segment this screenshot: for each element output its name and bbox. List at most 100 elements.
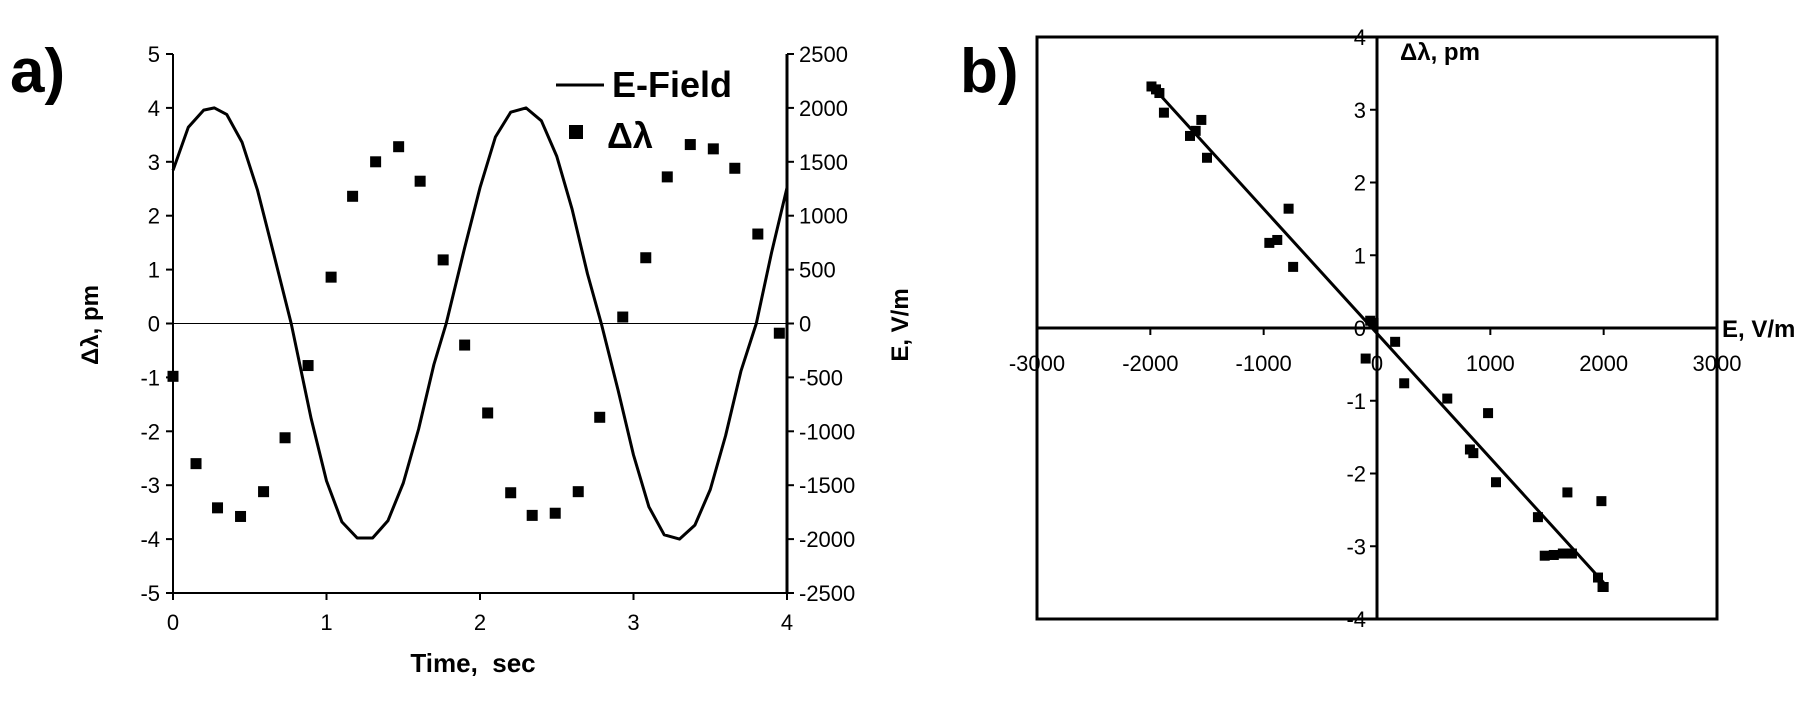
delta-lambda-point (258, 486, 270, 498)
y-axis-tick-label: 4 (1354, 25, 1366, 50)
delta-lambda-point (279, 432, 291, 444)
left-axis-tick-label: 5 (148, 42, 160, 67)
x-axis-tick-label: 0 (1371, 351, 1383, 376)
scatter-point (1264, 237, 1275, 248)
delta-lambda-point (482, 407, 494, 419)
left-axis-tick-label: -2 (140, 419, 160, 444)
plot-frame (1035, 35, 1719, 621)
delta-lambda-point (212, 502, 224, 514)
scatter-point (1539, 550, 1550, 561)
x-axis-tick-label: 2 (474, 610, 486, 635)
y-axis-tick-labels: -4 -3 -2 -1 0 1 2 3 4 (1346, 25, 1366, 632)
scatter-point (1390, 336, 1401, 347)
left-axis-tick-label: -3 (140, 473, 160, 498)
delta-lambda-point (549, 507, 561, 519)
right-axis-tick-label: -1000 (799, 419, 855, 444)
scatter-point (1532, 512, 1543, 523)
delta-lambda-point (347, 190, 359, 202)
delta-lambda-point (190, 458, 202, 470)
left-axis-tick-label: 2 (148, 204, 160, 229)
y-axis-tick-label: 2 (1354, 171, 1366, 196)
e-field-series-line (171, 106, 789, 541)
delta-lambda-point (729, 162, 741, 174)
left-axis-tick-label: -4 (140, 527, 160, 552)
x-axis-tick-label: 0 (167, 610, 179, 635)
delta-lambda-point (526, 509, 538, 521)
right-axis-tick-label: 0 (799, 312, 811, 337)
e-field-line (171, 106, 789, 541)
left-axis-tick-label: 4 (148, 96, 160, 121)
left-axis-tick-label: 3 (148, 150, 160, 175)
delta-lambda-point (325, 271, 337, 283)
right-axis-tick-label: 500 (799, 258, 836, 283)
x-axis-tick-label: -3000 (1009, 351, 1065, 376)
x-axis-tick-label: 3 (627, 610, 639, 635)
x-axis-tick-label: 1 (320, 610, 332, 635)
scatter-point (1185, 130, 1195, 141)
scatter-point (1154, 88, 1165, 99)
legend: E-Field Δλ (556, 64, 732, 156)
left-axis-tick-label: 1 (148, 258, 160, 283)
x-axis-tick-label: -2000 (1122, 351, 1178, 376)
delta-lambda-point (302, 360, 314, 372)
y-axis-tick-label: -4 (1346, 607, 1366, 632)
delta-lambda-point (773, 327, 785, 339)
delta-lambda-point (640, 252, 652, 264)
delta-lambda-point (437, 254, 449, 266)
y-axis-tick-label: 0 (1354, 316, 1366, 341)
right-axis-tick-label: 1000 (799, 204, 848, 229)
x-axis-tick-label: 3000 (1693, 351, 1742, 376)
delta-lambda-point (752, 228, 764, 240)
panel-a-chart: a) -5 -4 -3 -2 -1 0 1 2 3 4 5 -2500 -2000 -1500 -1000… (10, 37, 914, 678)
delta-lambda-point (707, 143, 719, 155)
scatter-point (1202, 152, 1212, 163)
x-axis-tick-label: 4 (781, 610, 793, 635)
left-axis-tick-label: -5 (140, 581, 160, 606)
y-axis-tick-label: 1 (1354, 243, 1366, 268)
delta-lambda-point (370, 156, 382, 168)
scatter-point (1557, 548, 1568, 559)
scatter-point (1272, 234, 1283, 245)
delta-lambda-point (393, 141, 405, 153)
y-axis-label: Δλ, pm (1400, 39, 1480, 66)
right-axis-tick-label: 2500 (799, 42, 848, 67)
legend-label: Δλ (607, 115, 653, 156)
scatter-point (1596, 496, 1607, 507)
right-axis-tick-labels: -2500 -2000 -1500 -1000 -500 0 500 1000 1500 2000… (799, 42, 855, 606)
delta-lambda-point (572, 486, 584, 498)
legend-square-swatch (569, 125, 583, 139)
x-axis-label: E, V/m (1722, 316, 1795, 343)
y-axis-tick-label: -2 (1346, 462, 1366, 487)
scatter-point (1562, 487, 1573, 498)
scatter-point (1288, 261, 1299, 272)
delta-lambda-point (505, 487, 517, 499)
scatter-point (1158, 107, 1169, 118)
right-axis-label: E, V/m (887, 288, 914, 361)
scatter-point (1196, 114, 1207, 125)
linear-fit-line (1149, 83, 1605, 584)
x-axis-tick-labels: 0 1 2 3 4 (167, 610, 793, 635)
y-axis-tick-label: -1 (1346, 389, 1366, 414)
x-axis-label: Time, sec (410, 648, 535, 678)
panel-b-label: b) (960, 37, 1019, 106)
x-axis-tick-label: 2000 (1579, 351, 1628, 376)
right-axis-tick-label: -2000 (799, 527, 855, 552)
scatter-point (1491, 477, 1501, 488)
x-axis-tick-labels: -3000 -2000 -1000 0 1000 2000 3000 (1009, 351, 1742, 376)
left-axis-tick-label: 0 (148, 312, 160, 337)
left-axis-label: Δλ, pm (77, 285, 104, 365)
right-axis-tick-label: 1500 (799, 150, 848, 175)
right-axis-tick-label: -500 (799, 365, 843, 390)
scatter-point (1598, 581, 1609, 592)
scatter-point (1368, 317, 1379, 328)
x-axis-tick-label: -1000 (1236, 351, 1292, 376)
y-axis-tick-label: -3 (1346, 534, 1366, 559)
delta-lambda-point (594, 411, 606, 423)
delta-lambda-point (661, 171, 673, 183)
x-axis-tick-label: 1000 (1466, 351, 1515, 376)
right-axis-tick-label: -2500 (799, 581, 855, 606)
y-axis-tick-label: 3 (1354, 98, 1366, 123)
scatter-point (1548, 549, 1559, 560)
left-axis-tick-label: -1 (140, 365, 160, 390)
